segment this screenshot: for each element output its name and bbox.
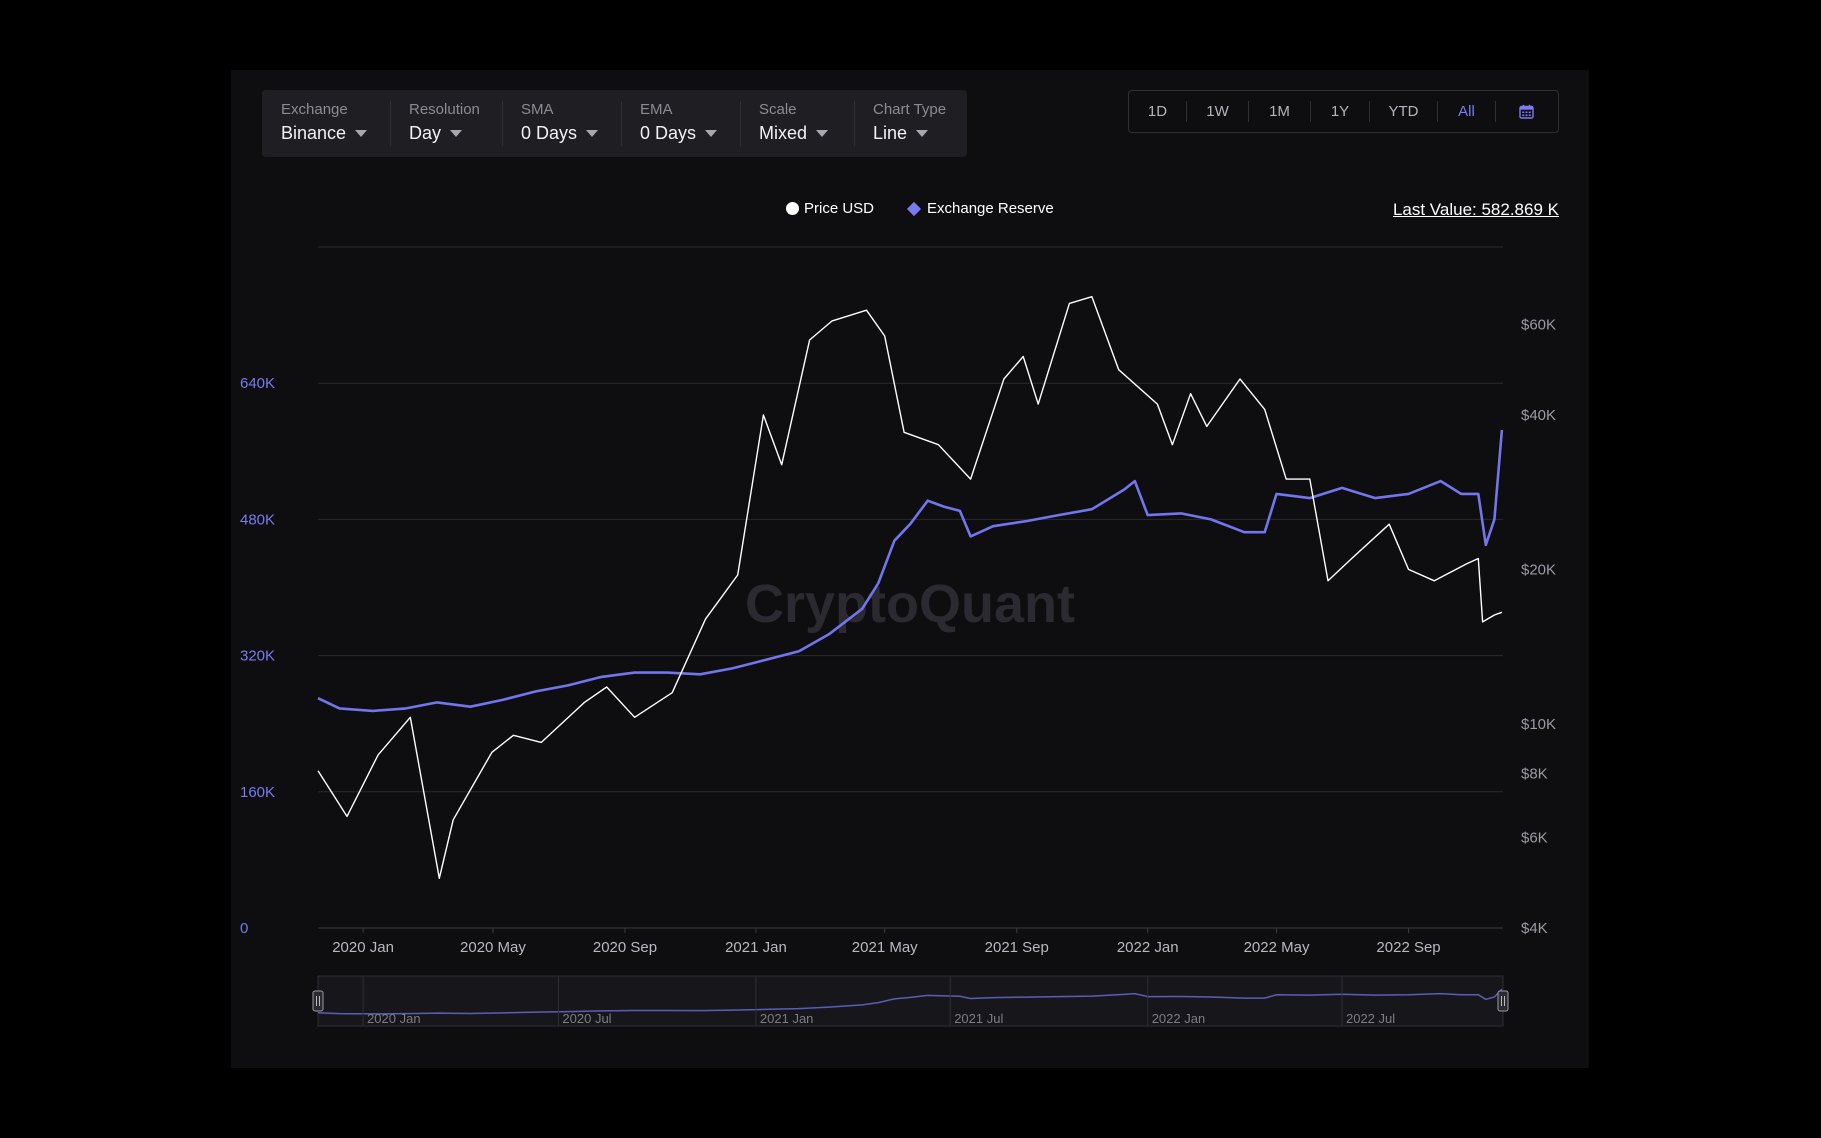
- time-range-selector: 1D 1W 1M 1Y YTD All: [1128, 90, 1559, 133]
- x-tick-label: 2022 May: [1244, 939, 1310, 956]
- x-tick-label: 2021 Jan: [725, 939, 787, 956]
- chart-type-dropdown[interactable]: Chart Type Line: [854, 90, 967, 157]
- resolution-label: Resolution: [409, 101, 480, 118]
- y-right-tick-label: $20K: [1521, 561, 1556, 578]
- range-ytd-button[interactable]: YTD: [1388, 103, 1419, 120]
- range-1y-button[interactable]: 1Y: [1330, 103, 1350, 120]
- resolution-dropdown[interactable]: Resolution Day: [390, 90, 502, 157]
- navigator-label: 2022 Jan: [1152, 1011, 1206, 1026]
- navigator-right-handle[interactable]: [1497, 990, 1509, 1012]
- range-divider: [1369, 101, 1370, 122]
- range-divider: [1495, 101, 1496, 122]
- navigator-label: 2020 Jan: [367, 1011, 421, 1026]
- last-value-readout[interactable]: Last Value: 582.869 K: [1392, 200, 1559, 219]
- legend-item-price[interactable]: Price USD: [786, 200, 874, 217]
- y-left-tick-label: 480K: [240, 511, 275, 528]
- sma-value: 0 Days: [521, 123, 578, 143]
- y-left-tick-label: 640K: [240, 375, 275, 392]
- y-right-tick-label: $8K: [1521, 766, 1548, 783]
- exchange-value: Binance: [281, 123, 347, 143]
- chevron-down-icon: [450, 129, 463, 137]
- navigator-label: 2022 Jul: [1346, 1011, 1395, 1026]
- y-right-tick-label: $6K: [1521, 830, 1548, 847]
- y-left-tick-label: 320K: [240, 648, 275, 665]
- chart-toolbar: Exchange Binance Resolution Day SMA 0 Da…: [262, 90, 967, 157]
- x-tick-label: 2022 Sep: [1376, 939, 1440, 956]
- range-all-button[interactable]: All: [1458, 103, 1475, 120]
- chevron-down-icon: [916, 129, 929, 137]
- x-tick-label: 2021 Sep: [985, 939, 1049, 956]
- range-1m-button[interactable]: 1M: [1269, 103, 1290, 120]
- resolution-value: Day: [409, 123, 442, 143]
- navigator-series-line: [317, 988, 1503, 1015]
- chart-type-value: Line: [873, 123, 908, 143]
- scale-dropdown[interactable]: Scale Mixed: [740, 90, 854, 157]
- y-left-tick-label: 160K: [240, 784, 275, 801]
- navigator-track: [317, 975, 1504, 1027]
- range-divider: [1186, 101, 1187, 122]
- chevron-down-icon: [586, 129, 599, 137]
- range-1w-button[interactable]: 1W: [1206, 103, 1229, 120]
- ema-value: 0 Days: [640, 123, 697, 143]
- navigator-left-handle[interactable]: [312, 990, 324, 1012]
- navigator-label: 2020 Jul: [562, 1011, 611, 1026]
- exchange-reserve-line: [317, 429, 1504, 713]
- x-tick-label: 2020 May: [460, 939, 526, 956]
- navigator-label: 2021 Jan: [760, 1011, 814, 1026]
- range-divider: [1310, 101, 1311, 122]
- chevron-down-icon: [816, 129, 829, 137]
- x-tick-label: 2022 Jan: [1117, 939, 1179, 956]
- x-tick-label: 2021 May: [852, 939, 918, 956]
- range-1d-button[interactable]: 1D: [1147, 103, 1168, 120]
- sma-dropdown[interactable]: SMA 0 Days: [502, 90, 621, 157]
- y-left-tick-label: 0: [240, 920, 248, 937]
- watermark-logo: CryptoQuant: [745, 574, 1075, 634]
- sma-label: SMA: [521, 101, 554, 118]
- ema-label: EMA: [640, 101, 673, 118]
- y-right-tick-label: $40K: [1521, 407, 1556, 424]
- navigator-label: 2021 Jul: [954, 1011, 1003, 1026]
- ema-dropdown[interactable]: EMA 0 Days: [621, 90, 740, 157]
- x-tick-label: 2020 Jan: [332, 939, 394, 956]
- scale-value: Mixed: [759, 123, 808, 143]
- calendar-button[interactable]: [1496, 102, 1556, 121]
- chart-panel: Exchange Binance Resolution Day SMA 0 Da…: [231, 70, 1589, 1068]
- range-divider: [1248, 101, 1249, 122]
- chart-type-label: Chart Type: [873, 101, 947, 118]
- calendar-icon: [1518, 104, 1534, 119]
- y-right-tick-label: $60K: [1521, 317, 1556, 334]
- exchange-label: Exchange: [281, 101, 348, 118]
- exchange-dropdown[interactable]: Exchange Binance: [262, 90, 390, 157]
- y-right-tick-label: $10K: [1521, 716, 1556, 733]
- y-right-tick-label: $4K: [1521, 920, 1548, 937]
- price-usd-line: [317, 296, 1503, 879]
- circle-marker-icon: [786, 202, 799, 215]
- chart-legend: Price USD Exchange Reserve: [231, 200, 1589, 220]
- chevron-down-icon: [355, 129, 368, 137]
- legend-price-label: Price USD: [804, 200, 875, 217]
- range-divider: [1437, 101, 1438, 122]
- scale-label: Scale: [759, 101, 797, 118]
- legend-reserve-label: Exchange Reserve: [927, 200, 1054, 217]
- x-tick-label: 2020 Sep: [593, 939, 657, 956]
- chevron-down-icon: [705, 129, 718, 137]
- legend-item-reserve[interactable]: Exchange Reserve: [906, 200, 1054, 217]
- chart-svg: 0 160K 320K 480K 640K $4K $6K $8K $10K $20K $40K $6…: [240, 246, 1556, 1027]
